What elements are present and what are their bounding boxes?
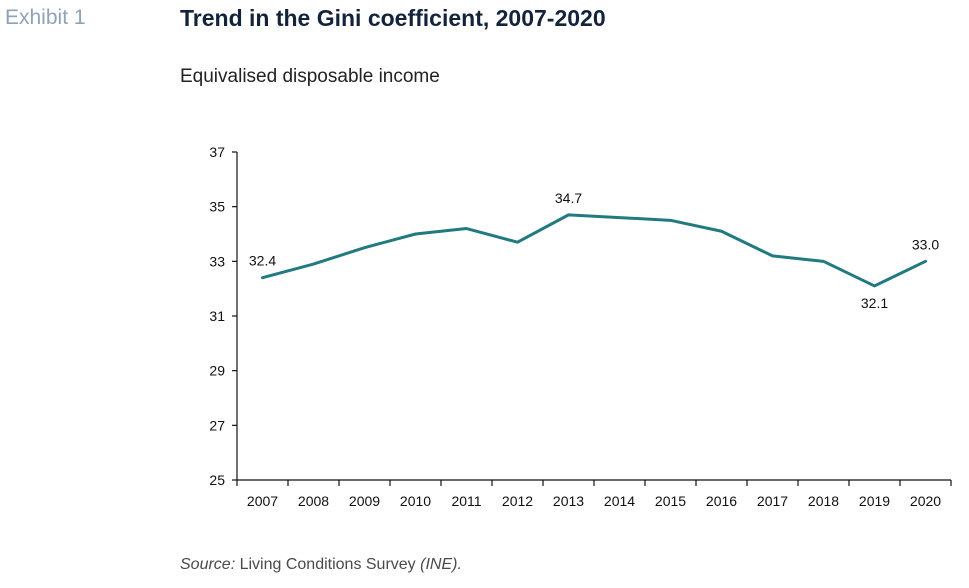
y-tick-label: 37 — [209, 144, 225, 160]
x-tick-label: 2008 — [298, 493, 329, 509]
source-note: Source: Living Conditions Survey (INE). — [180, 556, 462, 574]
x-tick-label: 2013 — [553, 493, 584, 509]
x-tick-label: 2007 — [247, 493, 278, 509]
x-tick-label: 2009 — [349, 493, 380, 509]
x-tick-label: 2016 — [706, 493, 737, 509]
y-tick-label: 31 — [209, 308, 225, 324]
y-tick-label: 33 — [209, 253, 225, 269]
x-tick-label: 2019 — [859, 493, 890, 509]
x-tick-label: 2020 — [910, 493, 941, 509]
chart-subtitle: Equivalised disposable income — [180, 66, 440, 87]
x-tick-label: 2010 — [400, 493, 431, 509]
source-prefix: Source: — [180, 556, 236, 573]
series-line-group — [261, 213, 927, 288]
chart-title: Trend in the Gini coefficient, 2007-2020 — [180, 5, 606, 31]
data-label: 32.1 — [861, 295, 888, 311]
x-tick-label: 2011 — [451, 493, 481, 509]
y-tick-label: 27 — [209, 417, 225, 433]
gini-series-line — [261, 213, 927, 288]
data-label: 32.4 — [249, 253, 276, 269]
data-label: 34.7 — [555, 190, 582, 206]
data-label: 33.0 — [912, 236, 939, 252]
y-tick-label: 35 — [209, 199, 225, 215]
x-tick-label: 2015 — [655, 493, 686, 509]
chart-axes — [236, 152, 951, 481]
source-org: (INE). — [420, 556, 462, 573]
x-tick-label: 2018 — [808, 493, 839, 509]
x-tick-label: 2014 — [604, 493, 635, 509]
data-labels: 32.4 34.7 32.1 33.0 — [249, 190, 939, 311]
exhibit-number: Exhibit 1 — [5, 6, 86, 29]
y-tick-label: 29 — [209, 363, 225, 379]
x-tick-label: 2017 — [757, 493, 788, 509]
x-tick-label: 2012 — [502, 493, 533, 509]
x-axis-ticks: 2007 2008 2009 2010 2011 2012 2013 2014 2015 2016… — [236, 480, 952, 509]
y-tick-label: 25 — [209, 472, 225, 488]
source-text: Living Conditions Survey — [235, 556, 421, 573]
y-axis-ticks: 25 27 29 31 33 35 37 — [209, 144, 237, 488]
